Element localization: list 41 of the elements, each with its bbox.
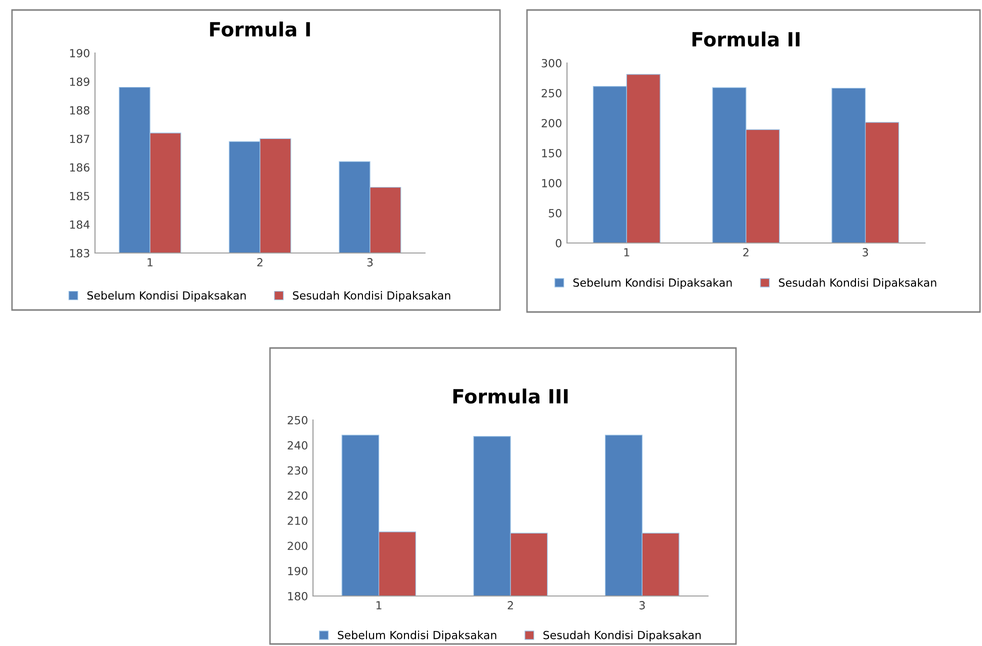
y-tick-label: 189 [70, 78, 90, 86]
y-tick-label: 185 [70, 192, 90, 200]
y-tick-label: 250 [288, 416, 308, 424]
y-tick-label: 200 [542, 118, 562, 128]
legend-label: Sebelum Kondisi Dipaksakan [87, 291, 246, 302]
y-tick-label: 180 [288, 592, 308, 600]
y-tick-label: 240 [288, 441, 308, 450]
chart-title: Formula II [692, 32, 800, 47]
y-tick-label: 190 [70, 48, 90, 58]
y-tick-label: 0 [556, 238, 562, 248]
y-tick-label: 250 [542, 88, 562, 98]
y-tick-label: 200 [288, 542, 308, 550]
y-tick-label: 50 [548, 208, 562, 218]
y-tick-label: 100 [542, 178, 562, 188]
y-tick-label: 183 [70, 248, 90, 258]
x-tick-label: 1 [624, 248, 630, 256]
y-tick-label: 186 [70, 163, 90, 172]
y-tick-label: 210 [288, 516, 308, 525]
x-tick-label: 2 [743, 248, 748, 256]
legend-label: Sebelum Kondisi Dipaksakan [338, 630, 496, 642]
x-tick-label: 3 [367, 258, 373, 266]
y-tick-label: 190 [288, 566, 308, 576]
x-tick-label: 3 [862, 248, 868, 256]
chart-title: Formula I [210, 22, 310, 37]
x-tick-label: 1 [376, 601, 382, 610]
x-tick-label: 1 [148, 258, 153, 266]
y-tick-label: 230 [288, 466, 308, 475]
legend-label: Sesudah Kondisi Dipaksakan [778, 278, 936, 289]
y-tick-label: 150 [542, 148, 562, 158]
y-tick-label: 220 [288, 491, 308, 500]
y-tick-label: 300 [542, 58, 562, 68]
legend-label: Sesudah Kondisi Dipaksakan [543, 630, 701, 642]
legend-label: Sebelum Kondisi Dipaksakan [573, 278, 732, 289]
chart-title: Formula III [453, 388, 568, 404]
y-tick-label: 187 [70, 134, 90, 144]
y-tick-label: 184 [70, 220, 90, 229]
x-tick-label: 3 [639, 601, 645, 610]
legend-label: Sesudah Kondisi Dipaksakan [292, 291, 450, 302]
y-tick-label: 188 [70, 106, 90, 115]
x-tick-label: 2 [508, 601, 513, 610]
x-tick-label: 2 [257, 258, 262, 266]
